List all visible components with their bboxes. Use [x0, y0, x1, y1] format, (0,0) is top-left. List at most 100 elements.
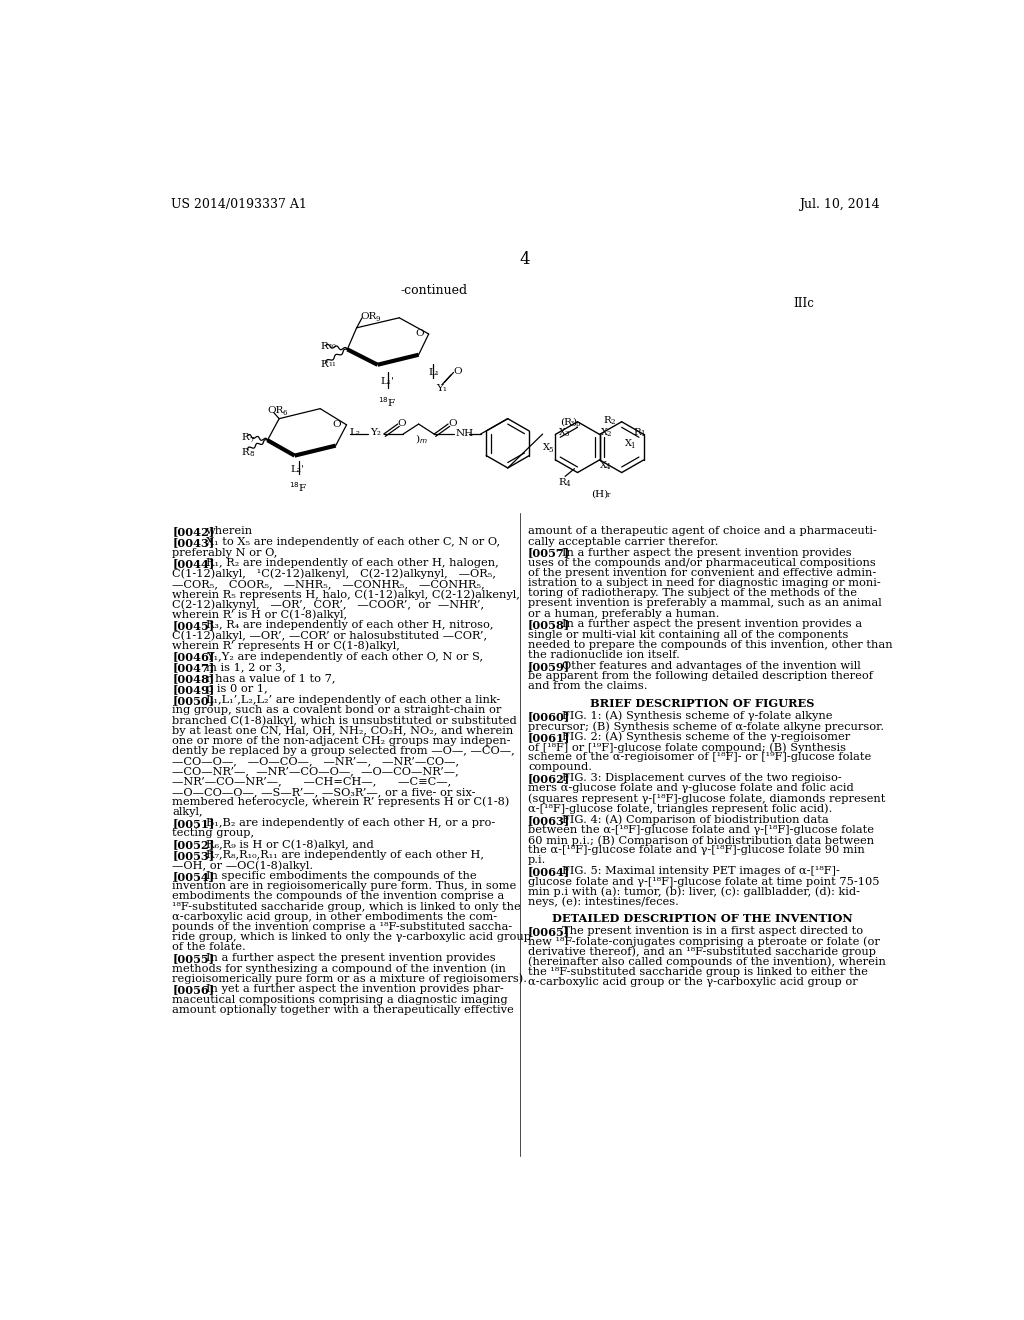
- Text: single or multi-vial kit containing all of the components: single or multi-vial kit containing all …: [528, 630, 848, 640]
- Text: FIG. 4: (A) Comparison of biodistribution data: FIG. 4: (A) Comparison of biodistributio…: [562, 814, 828, 825]
- Text: X: X: [543, 444, 550, 453]
- Text: membered heterocycle, wherein R’ represents H or C(1-8): membered heterocycle, wherein R’ represe…: [172, 797, 510, 808]
- Text: r has a value of 1 to 7,: r has a value of 1 to 7,: [206, 673, 336, 684]
- Text: scheme of the α-regioisomer of [¹⁸F]- or [¹⁹F]-glucose folate: scheme of the α-regioisomer of [¹⁸F]- or…: [528, 752, 871, 762]
- Text: [0049]: [0049]: [172, 684, 214, 696]
- Text: $^{18}$F: $^{18}$F: [289, 480, 307, 494]
- Text: O: O: [454, 367, 462, 376]
- Text: 1: 1: [630, 442, 635, 450]
- Text: 7: 7: [250, 436, 254, 444]
- Text: new ¹⁸F-folate-conjugates comprising a pteroate or folate (or: new ¹⁸F-folate-conjugates comprising a p…: [528, 937, 880, 948]
- Text: C(1-12)alkyl,   ¹C(2-12)alkenyl,   C(2-12)alkynyl,   —OR₅,: C(1-12)alkyl, ¹C(2-12)alkenyl, C(2-12)al…: [172, 569, 497, 579]
- Text: ): ): [572, 418, 577, 426]
- Text: [0046]: [0046]: [172, 652, 214, 663]
- Text: (squares represent γ-[¹⁸F]-glucose folate, diamonds represent: (squares represent γ-[¹⁸F]-glucose folat…: [528, 793, 886, 804]
- Text: between the α-[¹⁸F]-glucose folate and γ-[¹⁸F]-glucose folate: between the α-[¹⁸F]-glucose folate and γ…: [528, 825, 873, 836]
- Text: FIG. 1: (A) Synthesis scheme of γ-folate alkyne: FIG. 1: (A) Synthesis scheme of γ-folate…: [562, 710, 833, 721]
- Text: (hereinafter also called compounds of the invention), wherein: (hereinafter also called compounds of th…: [528, 957, 886, 968]
- Text: L₁: L₁: [429, 368, 439, 376]
- Text: amount of a therapeutic agent of choice and a pharmaceuti-: amount of a therapeutic agent of choice …: [528, 527, 877, 536]
- Text: [0042]: [0042]: [172, 527, 214, 537]
- Text: [0054]: [0054]: [172, 871, 214, 882]
- Text: amount optionally together with a therapeutically effective: amount optionally together with a therap…: [172, 1005, 514, 1015]
- Text: 10: 10: [328, 345, 336, 348]
- Text: cally acceptable carrier therefor.: cally acceptable carrier therefor.: [528, 537, 718, 546]
- Text: OR: OR: [267, 407, 284, 416]
- Text: regioisomerically pure form or as a mixture of regioisomers).: regioisomerically pure form or as a mixt…: [172, 974, 527, 985]
- Text: embodiments the compounds of the invention comprise a: embodiments the compounds of the inventi…: [172, 891, 505, 902]
- Text: [0050]: [0050]: [172, 696, 214, 706]
- Text: [0048]: [0048]: [172, 673, 214, 684]
- Text: -continued: -continued: [400, 284, 468, 297]
- Text: 11: 11: [328, 363, 336, 367]
- Text: 4: 4: [566, 480, 570, 488]
- Text: m is 1, 2 or 3,: m is 1, 2 or 3,: [206, 663, 286, 672]
- Text: The present invention is in a first aspect directed to: The present invention is in a first aspe…: [562, 927, 863, 936]
- Text: [0055]: [0055]: [172, 953, 214, 964]
- Text: X: X: [559, 428, 566, 437]
- Text: [0058]: [0058]: [528, 619, 570, 631]
- Text: Y₁: Y₁: [435, 384, 446, 393]
- Text: X: X: [601, 428, 608, 437]
- Text: DETAILED DESCRIPTION OF THE INVENTION: DETAILED DESCRIPTION OF THE INVENTION: [552, 913, 853, 924]
- Text: preferably N or O,: preferably N or O,: [172, 548, 278, 557]
- Text: the ¹⁸F-substituted saccharide group is linked to either the: the ¹⁸F-substituted saccharide group is …: [528, 968, 867, 977]
- Text: L₁,L₁’,L₂,L₂’ are independently of each other a link-: L₁,L₁’,L₂,L₂’ are independently of each …: [206, 696, 501, 705]
- Text: O: O: [333, 420, 341, 429]
- Text: [0061]: [0061]: [528, 731, 570, 743]
- Text: min p.i with (a): tumor, (b): liver, (c): gallbladder, (d): kid-: min p.i with (a): tumor, (b): liver, (c)…: [528, 887, 860, 898]
- Text: 1: 1: [640, 430, 645, 438]
- Text: $^{18}$F: $^{18}$F: [378, 395, 396, 409]
- Text: [0064]: [0064]: [528, 866, 570, 878]
- Text: p: p: [575, 420, 581, 428]
- Text: 8: 8: [250, 450, 254, 458]
- Text: of the present invention for convenient and effective admin-: of the present invention for convenient …: [528, 568, 877, 578]
- Text: ride group, which is linked to only the γ-carboxylic acid group: ride group, which is linked to only the …: [172, 932, 531, 942]
- Text: branched C(1-8)alkyl, which is unsubstituted or substituted: branched C(1-8)alkyl, which is unsubstit…: [172, 715, 517, 726]
- Text: BRIEF DESCRIPTION OF FIGURES: BRIEF DESCRIPTION OF FIGURES: [590, 697, 814, 709]
- Text: )$_m$: )$_m$: [415, 433, 427, 446]
- Text: R: R: [633, 428, 641, 437]
- Text: α-[¹⁸F]-glucose folate, triangles represent folic acid).: α-[¹⁸F]-glucose folate, triangles repres…: [528, 804, 833, 814]
- Text: wherein R₅ represents H, halo, C(1-12)alkyl, C(2-12)alkenyl,: wherein R₅ represents H, halo, C(1-12)al…: [172, 589, 520, 599]
- Text: FIG. 3: Displacement curves of the two regioiso-: FIG. 3: Displacement curves of the two r…: [562, 774, 842, 783]
- Text: tecting group,: tecting group,: [172, 828, 254, 838]
- Text: IIIc: IIIc: [793, 297, 814, 310]
- Text: 4: 4: [605, 463, 610, 471]
- Text: wherein: wherein: [206, 527, 253, 536]
- Text: US 2014/0193337 A1: US 2014/0193337 A1: [171, 198, 306, 211]
- Text: [0051]: [0051]: [172, 818, 214, 829]
- Text: —O—CO—O—, —S—R’—, —SO₃R’—, or a five- or six-: —O—CO—O—, —S—R’—, —SO₃R’—, or a five- or…: [172, 787, 476, 797]
- Text: wherein R’ is H or C(1-8)alkyl,: wherein R’ is H or C(1-8)alkyl,: [172, 610, 347, 620]
- Text: R₆,R₉ is H or C(1-8)alkyl, and: R₆,R₉ is H or C(1-8)alkyl, and: [206, 840, 374, 850]
- Text: R: R: [242, 433, 250, 442]
- Text: In yet a further aspect the invention provides phar-: In yet a further aspect the invention pr…: [206, 985, 504, 994]
- Text: uses of the compounds and/or pharmaceutical compositions: uses of the compounds and/or pharmaceuti…: [528, 558, 876, 568]
- Text: —OH, or —OC(1-8)alkyl.: —OH, or —OC(1-8)alkyl.: [172, 861, 313, 871]
- Text: [0062]: [0062]: [528, 774, 570, 784]
- Text: [0065]: [0065]: [528, 927, 570, 937]
- Text: p is 0 or 1,: p is 0 or 1,: [206, 684, 268, 694]
- Text: the α-[¹⁸F]-glucose folate and γ-[¹⁸F]-glucose folate 90 min: the α-[¹⁸F]-glucose folate and γ-[¹⁸F]-g…: [528, 845, 864, 855]
- Text: be apparent from the following detailed description thereof: be apparent from the following detailed …: [528, 671, 872, 681]
- Text: α-carboxylic acid group, in other embodiments the com-: α-carboxylic acid group, in other embodi…: [172, 912, 498, 921]
- Text: pounds of the invention comprise a ¹⁸F-substituted saccha-: pounds of the invention comprise a ¹⁸F-s…: [172, 921, 512, 932]
- Text: R: R: [242, 447, 250, 457]
- Text: [0053]: [0053]: [172, 850, 214, 861]
- Text: B₁,B₂ are independently of each other H, or a pro-: B₁,B₂ are independently of each other H,…: [206, 818, 496, 828]
- Text: 4: 4: [519, 251, 530, 268]
- Text: OR: OR: [360, 313, 377, 321]
- Text: 2: 2: [606, 430, 610, 438]
- Text: Other features and advantages of the invention will: Other features and advantages of the inv…: [562, 661, 861, 671]
- Text: Y₂: Y₂: [371, 428, 382, 437]
- Text: [0063]: [0063]: [528, 814, 570, 826]
- Text: of the folate.: of the folate.: [172, 942, 246, 952]
- Text: X: X: [600, 461, 607, 470]
- Text: [0052]: [0052]: [172, 840, 214, 850]
- Text: (R: (R: [560, 418, 571, 426]
- Text: L₂: L₂: [349, 428, 360, 437]
- Text: needed to prepare the compounds of this invention, other than: needed to prepare the compounds of this …: [528, 640, 893, 649]
- Text: toring of radiotherapy. The subject of the methods of the: toring of radiotherapy. The subject of t…: [528, 589, 857, 598]
- Text: —NR’—CO—NR’—,      —CH=CH—,      —C≡C—,: —NR’—CO—NR’—, —CH=CH—, —C≡C—,: [172, 776, 452, 787]
- Text: In a further aspect the present invention provides: In a further aspect the present inventio…: [562, 548, 852, 557]
